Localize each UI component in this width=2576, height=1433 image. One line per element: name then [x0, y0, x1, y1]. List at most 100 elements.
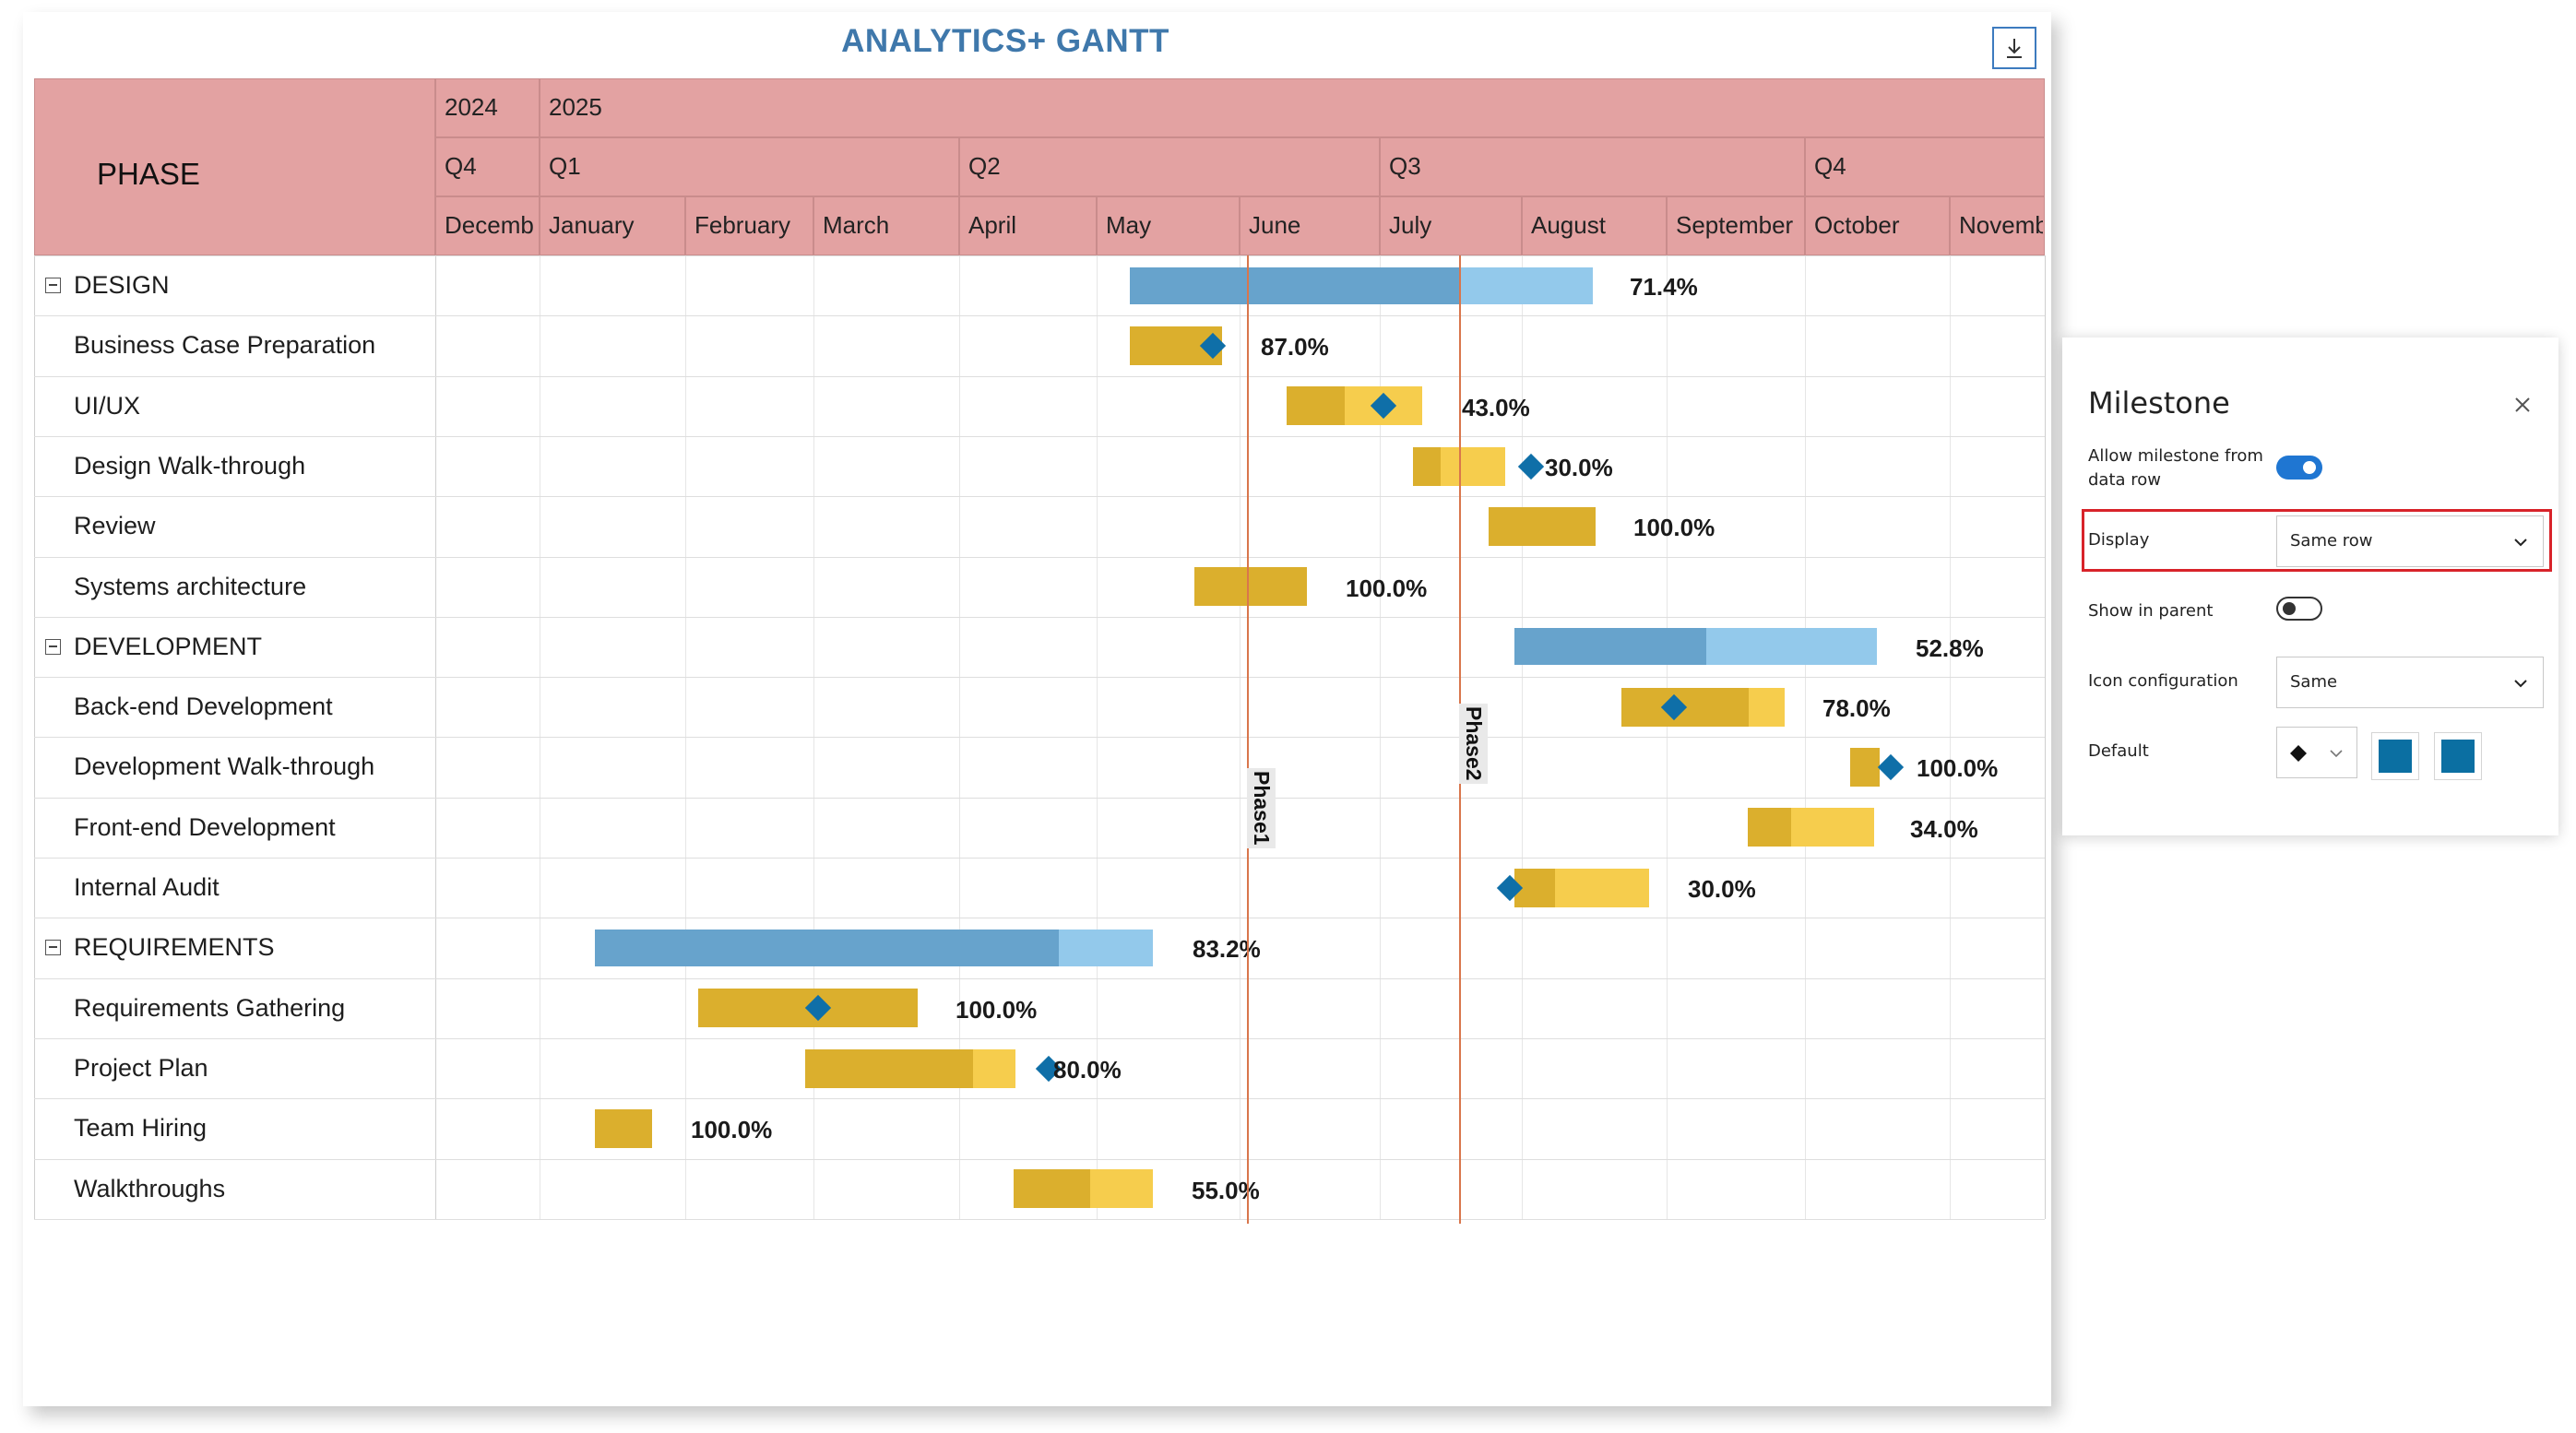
month-header-label: July	[1389, 211, 1432, 239]
collapse-toggle[interactable]	[45, 940, 61, 956]
percent-complete-label: 30.0%	[1545, 453, 1613, 481]
month-header-label: Novemb	[1959, 211, 2043, 239]
month-header-label: April	[968, 211, 1017, 239]
milestone-diamond-icon[interactable]	[1877, 753, 1905, 781]
percent-complete-label: 100.0%	[691, 1116, 773, 1144]
month-header-label: August	[1531, 211, 1606, 239]
grid-row-line	[34, 1218, 2045, 1220]
grid-row-line	[34, 556, 2045, 558]
export-button[interactable]	[1992, 27, 2036, 69]
quarter-header-label: Q4	[445, 152, 477, 180]
export-icon	[2007, 39, 2022, 58]
quarter-header-cell	[1380, 137, 1805, 196]
task-row-label: Team Hiring	[74, 1114, 208, 1143]
month-header-label: May	[1106, 211, 1152, 239]
display-select[interactable]: Same row	[2276, 515, 2544, 567]
month-header-cell	[685, 196, 813, 255]
percent-complete-label: 71.4%	[1630, 273, 1698, 301]
month-header-label: March	[823, 211, 890, 239]
quarter-header-cell	[435, 137, 540, 196]
show-in-parent-toggle[interactable]	[2276, 597, 2322, 621]
grid-row-line	[34, 315, 2045, 317]
percent-complete-label: 43.0%	[1462, 393, 1530, 421]
phase-marker-label: Phase1	[1247, 768, 1276, 848]
grid-row-line	[34, 1098, 2045, 1100]
chevron-down-icon	[2330, 750, 2343, 758]
grid-row-line	[34, 435, 2045, 437]
percent-complete-label: 34.0%	[1910, 814, 1978, 843]
chevron-down-icon	[2514, 539, 2527, 547]
default-shape-select[interactable]	[2276, 727, 2357, 778]
percent-complete-label: 30.0%	[1688, 875, 1756, 903]
month-header-label: January	[549, 211, 635, 239]
collapse-toggle[interactable]	[45, 278, 61, 293]
display-highlight	[2082, 509, 2552, 572]
close-icon[interactable]	[2509, 391, 2536, 419]
month-header-cell	[540, 196, 685, 255]
task-row-label: Project Plan	[74, 1053, 208, 1082]
task-row-label: Business Case Preparation	[74, 331, 376, 360]
icon-config-label: Icon configuration	[2088, 671, 2238, 691]
task-bar-progress[interactable]	[1413, 446, 1441, 486]
grid-column-line	[2045, 255, 2046, 1219]
group-bar-progress[interactable]	[1130, 266, 1460, 304]
percent-complete-label: 100.0%	[1346, 574, 1428, 602]
allow-milestone-label: Allow milestone from data row	[2088, 446, 2263, 490]
year-header-cell	[540, 78, 2045, 137]
task-row-label: Requirements Gathering	[74, 993, 346, 1022]
grid-row-line	[34, 677, 2045, 679]
gantt-card: ANALYTICS+ GANTT PHASE 2024 2025 Q4 Q1 Q2 Q3 Q4…	[23, 12, 2051, 1406]
panel-title: Milestone	[2088, 385, 2230, 420]
quarter-header-label: Q2	[968, 152, 1001, 180]
grid-row-line	[34, 797, 2045, 799]
percent-complete-label: 80.0%	[1053, 1055, 1122, 1084]
task-bar-progress[interactable]	[805, 1048, 973, 1088]
month-header-cell	[1097, 196, 1240, 255]
collapse-toggle[interactable]	[45, 638, 61, 655]
group-row-label: DEVELOPMENT	[74, 632, 263, 660]
chart-title: ANALYTICS+ GANTT	[841, 23, 1169, 59]
default-fill-color-swatch[interactable]	[2371, 732, 2419, 780]
group-bar-progress[interactable]	[595, 929, 1059, 966]
group-bar-progress[interactable]	[1514, 628, 1706, 666]
task-bar-progress[interactable]	[595, 1108, 652, 1148]
percent-complete-label: 83.2%	[1193, 935, 1261, 964]
task-bar-progress[interactable]	[1194, 567, 1307, 607]
month-header-cell	[959, 196, 1097, 255]
year-header-label: 2025	[549, 93, 602, 121]
allow-milestone-toggle[interactable]	[2276, 456, 2322, 480]
task-row-label: Development Walk-through	[74, 752, 375, 781]
month-header-cell	[1805, 196, 1950, 255]
task-bar-progress[interactable]	[1748, 808, 1791, 847]
task-bar-progress[interactable]	[1850, 748, 1880, 788]
phase-header: PHASE	[97, 157, 200, 191]
month-header-label: September	[1676, 211, 1794, 239]
month-header-label: February	[694, 211, 791, 239]
quarter-header-cell	[540, 137, 959, 196]
diamond-icon	[2290, 745, 2307, 762]
percent-complete-label: 78.0%	[1822, 694, 1891, 723]
task-bar-progress[interactable]	[1287, 386, 1345, 426]
task-bar-progress[interactable]	[1014, 1169, 1090, 1209]
chevron-down-icon	[2514, 680, 2527, 688]
task-row-label: Review	[74, 512, 156, 540]
task-row-label: UI/UX	[74, 391, 141, 420]
task-bar-progress[interactable]	[1489, 506, 1596, 546]
month-header-label: Decemb	[445, 211, 534, 239]
month-header-cell	[1950, 196, 2045, 255]
quarter-header-label: Q3	[1389, 152, 1421, 180]
show-in-parent-label: Show in parent	[2088, 601, 2214, 621]
year-header-label: 2024	[445, 93, 498, 121]
percent-complete-label: 55.0%	[1192, 1176, 1260, 1204]
percent-complete-label: 100.0%	[956, 995, 1038, 1024]
quarter-header-label: Q1	[549, 152, 581, 180]
percent-complete-label: 52.8%	[1916, 634, 1984, 662]
task-row-label: Walkthroughs	[74, 1174, 226, 1202]
month-header-cell	[813, 196, 959, 255]
quarter-header-label: Q4	[1814, 152, 1846, 180]
icon-config-select[interactable]: Same	[2276, 657, 2544, 708]
task-row-label: Internal Audit	[74, 873, 220, 901]
display-label: Display	[2088, 530, 2150, 550]
month-header-cell	[435, 196, 540, 255]
default-border-color-swatch[interactable]	[2434, 732, 2482, 780]
